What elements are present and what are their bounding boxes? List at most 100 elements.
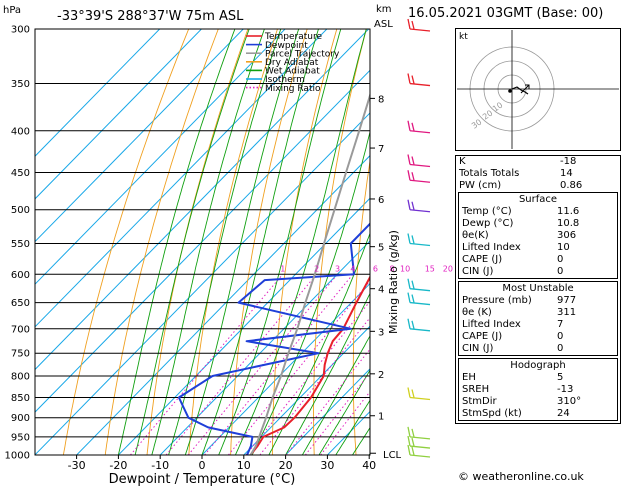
wind-barb-icon: [407, 73, 431, 87]
most-unstable-row: θe (K) 311: [462, 307, 577, 318]
index-row-totals: Totals Totals 14: [459, 168, 573, 179]
height-km-label: 7: [378, 144, 384, 155]
wind-barb-icon: [407, 426, 431, 440]
x-axis-label: Dewpoint / Temperature (°C): [109, 472, 296, 486]
lcl-label: LCL: [383, 450, 402, 461]
isotherm-line: [284, 368, 370, 455]
credit-text: © weatheronline.co.uk: [458, 470, 584, 483]
wind-barb-icon: [407, 120, 431, 134]
mixing-ratio-label: 10: [400, 264, 410, 273]
pressure-tick-label: 300: [11, 25, 30, 36]
wind-barb-icon: [407, 278, 431, 292]
wet-adiabat-line: [184, 29, 300, 455]
surface-box: Surface Temp (°C) 11.6 Dewp (°C) 10.8 θe(K…: [458, 192, 618, 279]
height-km-label: 8: [378, 94, 384, 105]
mixing-ratio-label: 2: [314, 264, 319, 273]
wind-barb-icon: [407, 292, 431, 306]
dry-adiabat-line: [104, 29, 219, 455]
hodograph-stats-row: EH 5: [462, 372, 564, 383]
height-km-label: 2: [378, 370, 384, 381]
surface-row: θe(K) 306: [462, 230, 577, 241]
hodograph-stats-row: StmDir 310°: [462, 396, 582, 407]
dry-adiabat-line: [230, 29, 308, 455]
wet-adiabat-line: [117, 29, 236, 455]
wind-barb-icon: [407, 233, 431, 247]
mixing-ratio-label: 1: [280, 264, 285, 273]
wind-barbs: [407, 18, 431, 458]
most-unstable-row: CIN (J) 0: [462, 343, 564, 354]
wet-adiabat-line: [285, 292, 370, 455]
pressure-tick-label: 950: [11, 432, 30, 443]
isotherms: [35, 29, 370, 455]
wind-barb-icon: [407, 18, 431, 32]
mixing-ratio-label: 20: [443, 264, 453, 273]
mixing-ratio-label: 8: [389, 264, 394, 273]
surface-row: Lifted Index 10: [462, 242, 570, 253]
isotherm-line: [243, 325, 370, 455]
isotherm-line: [35, 29, 203, 200]
height-km-label: 5: [378, 243, 384, 254]
temperature-line: [249, 275, 370, 455]
pressure-tick-label: 600: [11, 270, 30, 281]
height-km-label: 4: [378, 285, 384, 296]
most-unstable-row: CAPE (J) 0: [462, 331, 564, 342]
index-row-pw: PW (cm) 0.86: [459, 180, 583, 191]
dry-adiabat-line: [352, 158, 370, 455]
stability-indices-panel: K -18 Totals Totals 14 PW (cm) 0.86 Surface…: [455, 155, 621, 424]
mixing-ratio-label: 3: [335, 264, 340, 273]
valid-date: 16.05.2021 03GMT (Base: 00): [408, 6, 604, 21]
height-km-label: 6: [378, 195, 384, 206]
pressure-tick-label: 400: [11, 126, 30, 137]
dry-adiabat-line: [429, 17, 458, 455]
mixing-ratio-label: 6: [373, 264, 378, 273]
hodograph-origin-dot: [508, 89, 512, 93]
storm-motion-arrow-icon: [520, 84, 530, 94]
isotherm-line: [75, 154, 370, 455]
index-row-k: K -18: [459, 156, 577, 167]
legend-label: Parcel Trajectory: [265, 49, 340, 59]
hodograph-frame: [455, 28, 621, 151]
surface-row: CAPE (J) 0: [462, 254, 564, 265]
wet-adiabat-line: [301, 334, 370, 455]
wet-adiabat-line: [268, 232, 370, 455]
mixing-ratio-lines: [130, 273, 370, 455]
wet-adiabat-line: [168, 29, 282, 455]
pressure-tick-label: 450: [11, 168, 30, 179]
mixing-ratio-labels: 12346810152025: [280, 264, 467, 273]
pressure-tick-label: 1000: [5, 451, 30, 462]
dry-adiabat-line: [146, 29, 249, 455]
hodograph-trace: [511, 86, 529, 95]
legend-label: Dewpoint: [265, 41, 308, 51]
mixing-ratio-label: 4: [350, 264, 355, 273]
pressure-tick-label: 900: [11, 413, 30, 424]
mixing-ratio-axis-label: Mixing Ratio (g/kg): [387, 230, 400, 334]
pressure-tick-label: 350: [11, 79, 30, 90]
wind-barb-icon: [407, 199, 431, 213]
surface-row: CIN (J) 0: [462, 266, 564, 277]
temperature-tick-label: 20: [279, 459, 293, 472]
wet-adiabat-line: [335, 399, 370, 455]
surface-title: Surface: [518, 194, 558, 205]
wind-barb-icon: [407, 435, 431, 449]
surface-row: Temp (°C) 11.6: [462, 206, 580, 217]
wet-adiabat-line: [134, 29, 250, 455]
asl-label: ASL: [374, 19, 393, 30]
legend-label: Temperature: [264, 32, 322, 42]
pressure-tick-label: 800: [11, 372, 30, 383]
isotherm-line: [35, 29, 161, 157]
wind-barb-icon: [407, 387, 431, 401]
wet-adiabat-line: [218, 29, 342, 455]
most-unstable-title: Most Unstable: [502, 283, 574, 294]
dry-adiabat-line: [313, 29, 367, 455]
dewpoint-line: [177, 171, 370, 455]
temperature-tick-label: -20: [109, 459, 127, 472]
temperature-tick-label: 0: [199, 459, 206, 472]
mixing-ratio-line: [228, 280, 370, 455]
wind-barb-icon: [407, 318, 431, 332]
profile-series: [177, 92, 370, 455]
height-km-label: 1: [378, 412, 384, 423]
wet-adiabats: [117, 29, 370, 455]
hodograph-stats-row: StmSpd (kt) 24: [462, 408, 570, 419]
